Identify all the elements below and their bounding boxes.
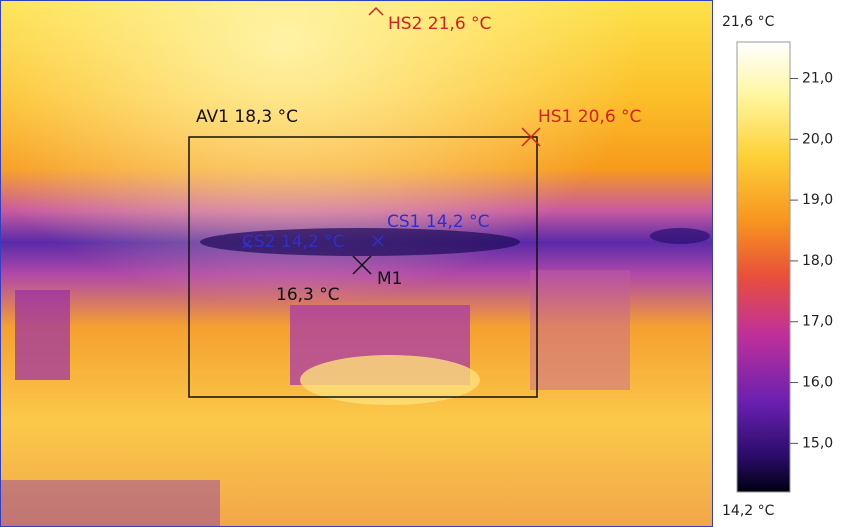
cs2-marker [242,239,252,249]
hs1-marker [521,127,541,147]
cs1-marker [372,235,384,247]
colorbar-tick-label: 20,0 [802,131,833,147]
m1-marker [352,255,372,275]
m1-value: 16,3 °C [276,285,340,305]
cs1-label: CS1 14,2 °C [387,212,490,232]
m1-label: M1 [377,269,402,289]
colorbar-scale [736,41,791,493]
measurement-overlay: HS2 21,6 °C HS1 20,6 °C AV1 18,3 °C CS1 … [188,6,641,398]
colorbar-min-label: 14,2 °C [722,503,775,519]
av1-label: AV1 18,3 °C [196,107,298,127]
hs1-label: HS1 20,6 °C [538,107,641,127]
colorbar-tick-label: 16,0 [802,375,833,391]
colorbar: 21,6 °C 14,2 °C 21,0 20,0 19,0 18,0 17,0 16,0 15… [722,14,833,519]
cs2-label: CS2 14,2 °C [242,232,345,252]
colorbar-tick-label: 19,0 [802,192,833,208]
hs2-label: HS2 21,6 °C [388,14,491,34]
thermal-image [0,0,713,527]
colorbar-max-label: 21,6 °C [722,14,775,30]
area-box [188,136,538,398]
hs2-marker [368,6,384,16]
colorbar-tick-label: 17,0 [802,314,833,330]
colorbar-tick-label: 18,0 [802,253,833,269]
colorbar-tick-label: 15,0 [802,435,833,451]
colorbar-tick-label: 21,0 [802,70,833,86]
